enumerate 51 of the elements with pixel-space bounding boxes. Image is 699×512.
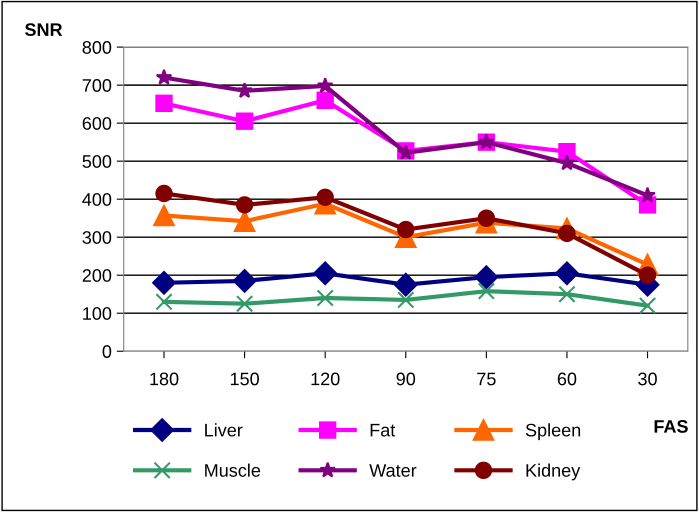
y-tick-label: 0	[102, 345, 112, 358]
point	[313, 261, 338, 286]
point	[236, 82, 253, 98]
point	[394, 272, 418, 297]
point	[316, 289, 334, 307]
point	[236, 295, 254, 312]
x-tick-label: 30	[638, 372, 657, 386]
point	[638, 296, 656, 314]
x-tick-label: 180	[150, 372, 178, 386]
x-axis-title: FAS	[654, 420, 688, 433]
y-tick-label: 100	[83, 307, 112, 320]
point	[236, 112, 254, 130]
legend-label: Muscle	[205, 464, 260, 477]
point	[397, 291, 414, 309]
y-tick-label: 500	[82, 155, 112, 168]
point	[156, 68, 172, 85]
y-tick-label: 300	[82, 231, 112, 244]
point	[155, 94, 173, 112]
x-tick-label: 90	[396, 372, 416, 386]
x-tick-label: 60	[558, 372, 576, 386]
x-tick-label: 75	[477, 372, 496, 386]
point	[639, 186, 656, 203]
legend-label: Water	[369, 464, 416, 477]
point	[153, 204, 175, 226]
y-axis-title: SNR	[24, 23, 62, 36]
point	[152, 270, 176, 295]
point	[155, 293, 173, 310]
point	[316, 77, 334, 94]
point	[155, 184, 173, 202]
legend-label: Liver	[205, 423, 243, 437]
point	[316, 92, 334, 110]
legend-label: Fat	[370, 424, 396, 437]
y-tick-label: 700	[82, 79, 112, 92]
y-tick-label: 200	[82, 269, 112, 282]
x-tick-label: 120	[312, 372, 340, 386]
point	[316, 188, 334, 206]
point	[474, 265, 498, 289]
legend-label: Kidney	[526, 464, 580, 480]
y-tick-label: 800	[82, 41, 112, 54]
point	[478, 282, 496, 300]
point	[236, 196, 254, 214]
point	[558, 286, 576, 303]
legend-label: Spleen	[526, 423, 580, 440]
y-tick-label: 400	[82, 193, 112, 206]
y-tick-label: 600	[82, 117, 112, 130]
x-tick-label: 150	[230, 372, 259, 386]
point	[555, 261, 579, 286]
point	[638, 266, 656, 284]
point	[478, 209, 496, 227]
point	[232, 269, 256, 293]
point	[397, 220, 414, 238]
